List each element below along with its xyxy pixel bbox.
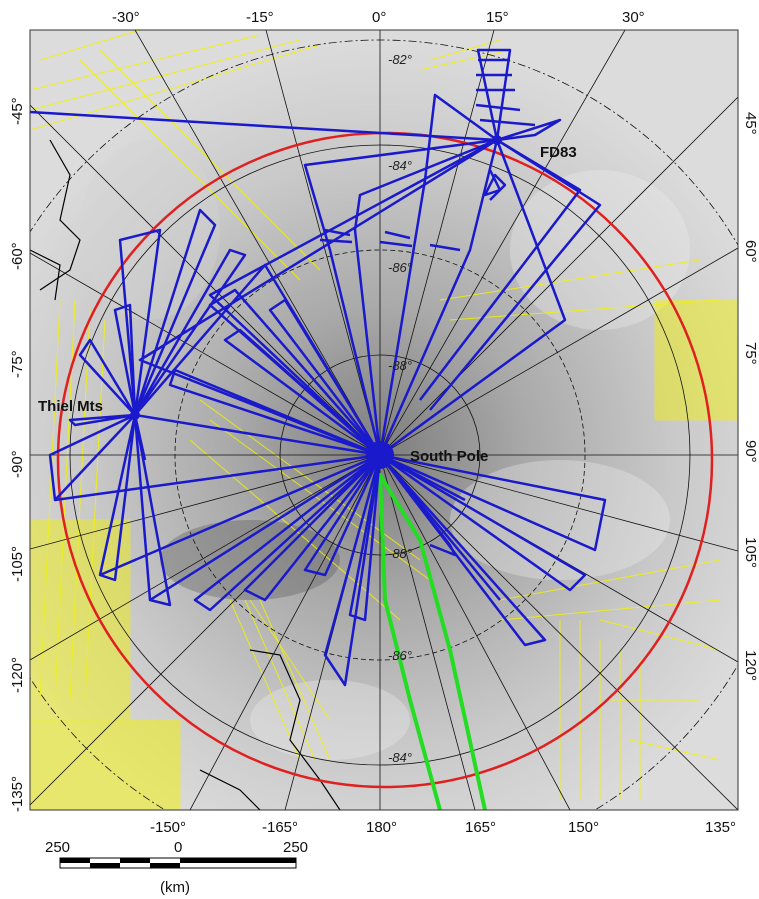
lon-left-minus90: -90° — [9, 450, 26, 478]
place-fd83: FD83 — [540, 144, 577, 161]
lon-bottom-135: 135° — [705, 819, 736, 836]
lon-bottom-minus150: -150° — [150, 819, 186, 836]
scale-bar: 250 0 250 (km) — [45, 839, 308, 896]
scale-middle-value: 0 — [174, 839, 182, 856]
lat-label-86-top: -86° — [388, 260, 412, 275]
lon-right-75: 75° — [742, 342, 759, 365]
lat-label-84-bottom: -84° — [388, 750, 412, 765]
flight-lines — [30, 48, 607, 687]
lon-left-minus45: -45° — [9, 97, 26, 125]
lon-left-minus105: -105° — [9, 546, 26, 582]
lon-left-minus120: -120° — [9, 657, 26, 693]
lon-right-60: 60° — [742, 240, 759, 263]
south-pole-hub — [366, 441, 394, 469]
lat-label-88-bottom: -88° — [388, 546, 412, 561]
lon-right-45: 45° — [742, 112, 759, 135]
lon-top-minus15: -15° — [246, 9, 274, 26]
terrain-texture — [80, 140, 690, 760]
lon-top-30: 30° — [622, 9, 645, 26]
lon-right-120: 120° — [742, 650, 759, 681]
lon-left-minus60: -60° — [9, 242, 26, 270]
other-survey-lines — [30, 30, 738, 810]
lon-bottom-minus165: -165° — [262, 819, 298, 836]
lat-label-86-bottom: -86° — [388, 648, 412, 663]
scale-unit: (km) — [160, 879, 190, 896]
place-south-pole: South Pole — [410, 448, 488, 465]
lon-left-minus135: -135° — [9, 776, 26, 812]
place-thiel-mts: Thiel Mts — [38, 398, 103, 415]
lat-label-84-top: -84° — [388, 158, 412, 173]
lon-top-0: 0° — [372, 9, 386, 26]
lon-top-15: 15° — [486, 9, 509, 26]
lon-bottom-165: 165° — [465, 819, 496, 836]
lon-bottom-150: 150° — [568, 819, 599, 836]
traverse-route — [378, 473, 487, 810]
lon-bottom-180: 180° — [366, 819, 397, 836]
lat-label-82: -82° — [388, 52, 412, 67]
fd83-marker — [492, 135, 502, 145]
lon-top-minus30: -30° — [112, 9, 140, 26]
lon-right-105: 105° — [742, 537, 759, 568]
thiel-marker — [130, 410, 140, 420]
lat-label-88-top: -88° — [388, 358, 412, 373]
scale-left-value: 250 — [45, 839, 70, 856]
scale-right-value: 250 — [283, 839, 308, 856]
lon-right-90: 90° — [742, 440, 759, 463]
map-border — [29, 29, 739, 811]
lon-left-minus75: -75° — [9, 350, 26, 378]
